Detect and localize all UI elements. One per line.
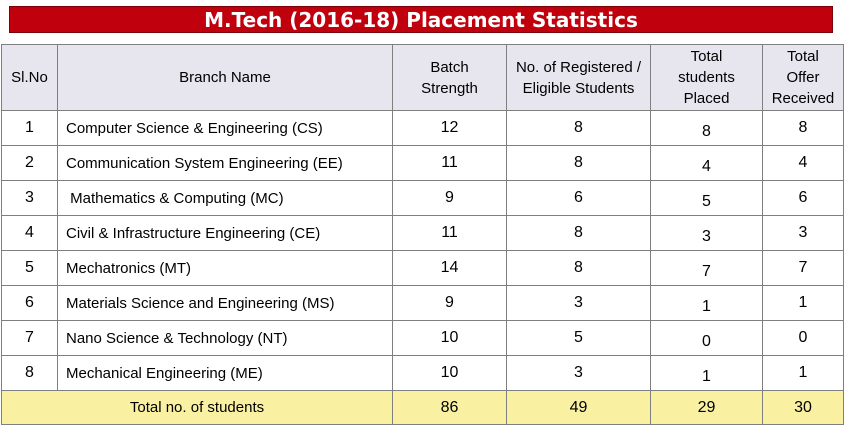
cell-batch-strength: 9 <box>392 285 507 321</box>
header-slno: Sl.No <box>1 44 58 111</box>
cell-offers: 8 <box>762 110 844 146</box>
total-registered: 49 <box>506 390 651 425</box>
total-offers: 30 <box>762 390 844 425</box>
cell-slno: 4 <box>1 215 58 251</box>
table-row: 6 Materials Science and Engineering (MS) 9… <box>1 285 844 321</box>
table-row: 1 Computer Science & Engineering (CS) 12 8 8… <box>1 110 844 146</box>
cell-batch-strength: 14 <box>392 250 507 286</box>
header-registered-students: No. of Registered / Eligible Students <box>506 44 651 111</box>
cell-offers: 0 <box>762 320 844 356</box>
cell-registered: 3 <box>506 355 651 391</box>
cell-batch-strength: 11 <box>392 145 507 181</box>
cell-registered: 8 <box>506 250 651 286</box>
table-row: 4 Civil & Infrastructure Engineering (CE)… <box>1 215 844 251</box>
cell-offers: 7 <box>762 250 844 286</box>
cell-batch-strength: 9 <box>392 180 507 216</box>
cell-batch-strength: 12 <box>392 110 507 146</box>
header-offers-received: Total Offer Received <box>762 44 844 111</box>
cell-offers: 4 <box>762 145 844 181</box>
cell-batch-strength: 10 <box>392 320 507 356</box>
table-row: 5 Mechatronics (MT) 14 8 7 7 <box>1 250 844 286</box>
cell-offers: 1 <box>762 355 844 391</box>
cell-slno: 1 <box>1 110 58 146</box>
cell-placed: 1 <box>650 355 763 391</box>
total-placed: 29 <box>650 390 763 425</box>
cell-placed: 3 <box>650 215 763 251</box>
cell-slno: 3 <box>1 180 58 216</box>
cell-batch-strength: 10 <box>392 355 507 391</box>
cell-registered: 5 <box>506 320 651 356</box>
page-title: M.Tech (2016-18) Placement Statistics <box>9 6 833 33</box>
cell-placed: 4 <box>650 145 763 181</box>
total-batch-strength: 86 <box>392 390 507 425</box>
cell-branch-name: Mathematics & Computing (MC) <box>57 180 393 216</box>
placement-table: Sl.No Branch Name Batch Strength No. of … <box>1 44 844 425</box>
header-students-placed: Total students Placed <box>650 44 763 111</box>
cell-branch-name: Computer Science & Engineering (CS) <box>57 110 393 146</box>
table-row: 3 Mathematics & Computing (MC) 9 6 5 6 <box>1 180 844 216</box>
cell-branch-name: Civil & Infrastructure Engineering (CE) <box>57 215 393 251</box>
cell-placed: 1 <box>650 285 763 321</box>
cell-branch-name: Communication System Engineering (EE) <box>57 145 393 181</box>
cell-branch-name: Mechanical Engineering (ME) <box>57 355 393 391</box>
cell-placed: 5 <box>650 180 763 216</box>
cell-slno: 6 <box>1 285 58 321</box>
cell-placed: 7 <box>650 250 763 286</box>
total-label: Total no. of students <box>1 390 393 425</box>
cell-registered: 3 <box>506 285 651 321</box>
cell-batch-strength: 11 <box>392 215 507 251</box>
cell-placed: 0 <box>650 320 763 356</box>
table-row: 8 Mechanical Engineering (ME) 10 3 1 1 <box>1 355 844 391</box>
header-batch-strength: Batch Strength <box>392 44 507 111</box>
cell-slno: 7 <box>1 320 58 356</box>
header-branch-name: Branch Name <box>57 44 393 111</box>
cell-slno: 5 <box>1 250 58 286</box>
cell-registered: 8 <box>506 110 651 146</box>
cell-slno: 2 <box>1 145 58 181</box>
cell-placed: 8 <box>650 110 763 146</box>
cell-offers: 1 <box>762 285 844 321</box>
cell-branch-name: Materials Science and Engineering (MS) <box>57 285 393 321</box>
cell-branch-name: Mechatronics (MT) <box>57 250 393 286</box>
cell-branch-name: Nano Science & Technology (NT) <box>57 320 393 356</box>
cell-registered: 8 <box>506 145 651 181</box>
table-row: 2 Communication System Engineering (EE) 11… <box>1 145 844 181</box>
table-row: 7 Nano Science & Technology (NT) 10 5 0 0 <box>1 320 844 356</box>
cell-slno: 8 <box>1 355 58 391</box>
total-row: Total no. of students 86 49 29 30 <box>1 390 844 425</box>
cell-offers: 6 <box>762 180 844 216</box>
header-row: Sl.No Branch Name Batch Strength No. of … <box>1 44 844 111</box>
cell-offers: 3 <box>762 215 844 251</box>
cell-registered: 8 <box>506 215 651 251</box>
cell-registered: 6 <box>506 180 651 216</box>
